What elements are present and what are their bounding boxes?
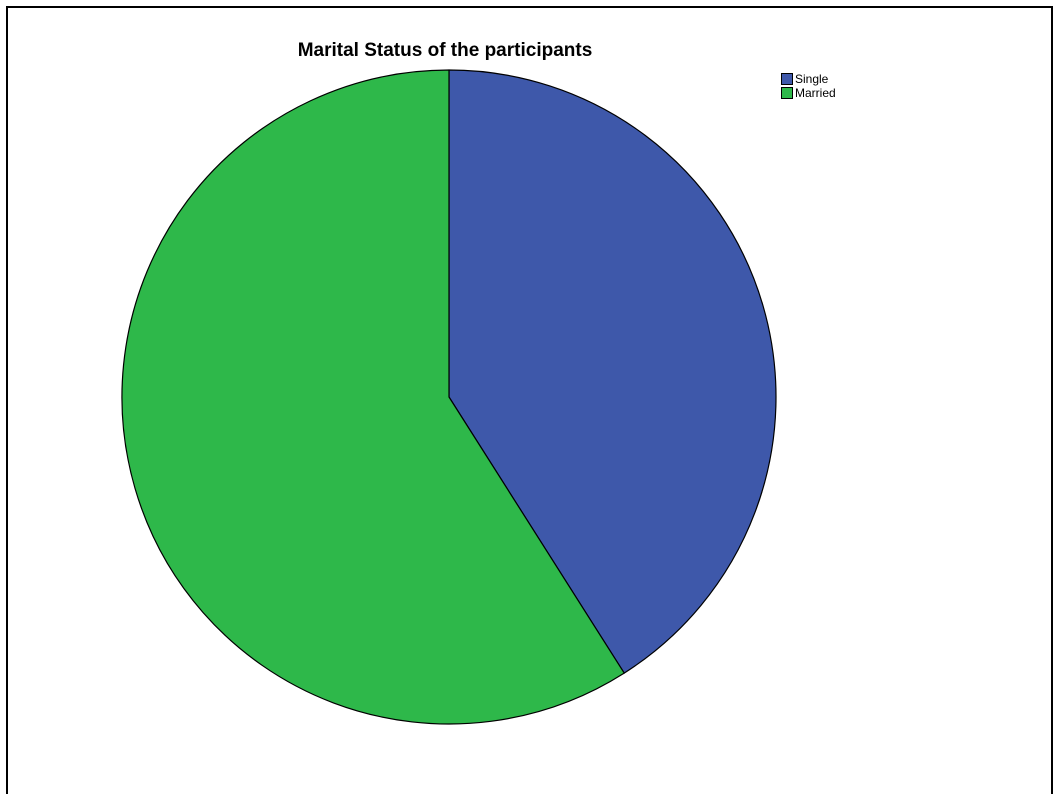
pie-slice-married (121, 69, 625, 725)
legend-swatch (781, 73, 793, 85)
legend-label: Single (795, 72, 829, 86)
legend-label: Married (795, 86, 836, 100)
chart-title: Marital Status of the participants (297, 40, 593, 61)
legend-item-married: Married (781, 86, 836, 100)
pie-slice-single (448, 69, 777, 674)
chart-legend: Single Married (781, 72, 836, 100)
legend-item-single: Single (781, 72, 836, 86)
legend-swatch (781, 87, 793, 99)
